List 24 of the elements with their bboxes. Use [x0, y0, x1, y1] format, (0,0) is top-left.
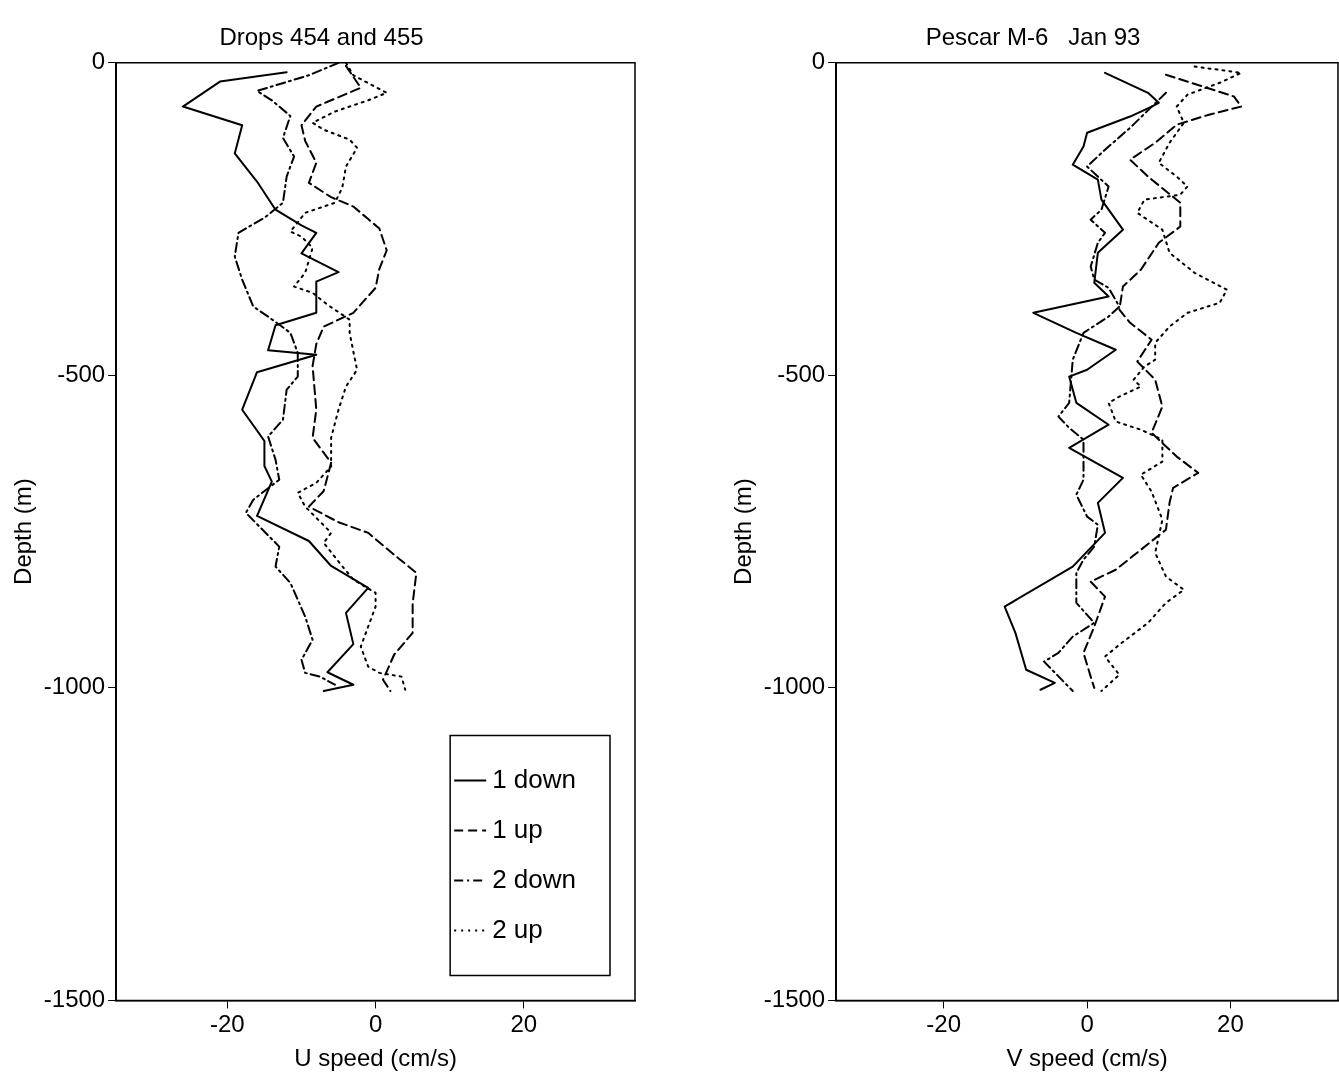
legend-label: 2 down: [492, 863, 576, 894]
y-axis-title: Depth (m): [729, 478, 757, 585]
x-axis-title: V speed (cm/s): [1006, 1044, 1168, 1072]
y-tick-label: 0: [91, 47, 106, 75]
y-tick-label: -1000: [763, 672, 826, 700]
y-axis-title: Depth (m): [9, 478, 37, 585]
x-tick-label: 0: [1080, 1010, 1094, 1038]
x-axis-title: U speed (cm/s): [294, 1044, 457, 1072]
y-tick-label: 0: [811, 47, 826, 75]
x-tick-label: 20: [1217, 1010, 1244, 1038]
y-tick-label: -500: [777, 359, 826, 387]
legend-label: 2 up: [492, 913, 543, 944]
y-tick-label: -500: [57, 359, 106, 387]
x-tick-label: -20: [926, 1010, 962, 1038]
y-tick-label: -1500: [763, 985, 826, 1013]
chart-title: Pescar M-6 Jan 93: [925, 23, 1141, 51]
legend-label: 1 up: [492, 813, 543, 844]
y-tick-label: -1500: [43, 985, 106, 1013]
legend-label: 1 down: [492, 763, 576, 794]
x-tick-label: -20: [210, 1010, 245, 1038]
chart-title: Drops 454 and 455: [219, 23, 424, 51]
x-tick-label: 20: [510, 1010, 538, 1038]
y-tick-label: -1000: [43, 672, 106, 700]
x-tick-label: 0: [368, 1010, 383, 1038]
